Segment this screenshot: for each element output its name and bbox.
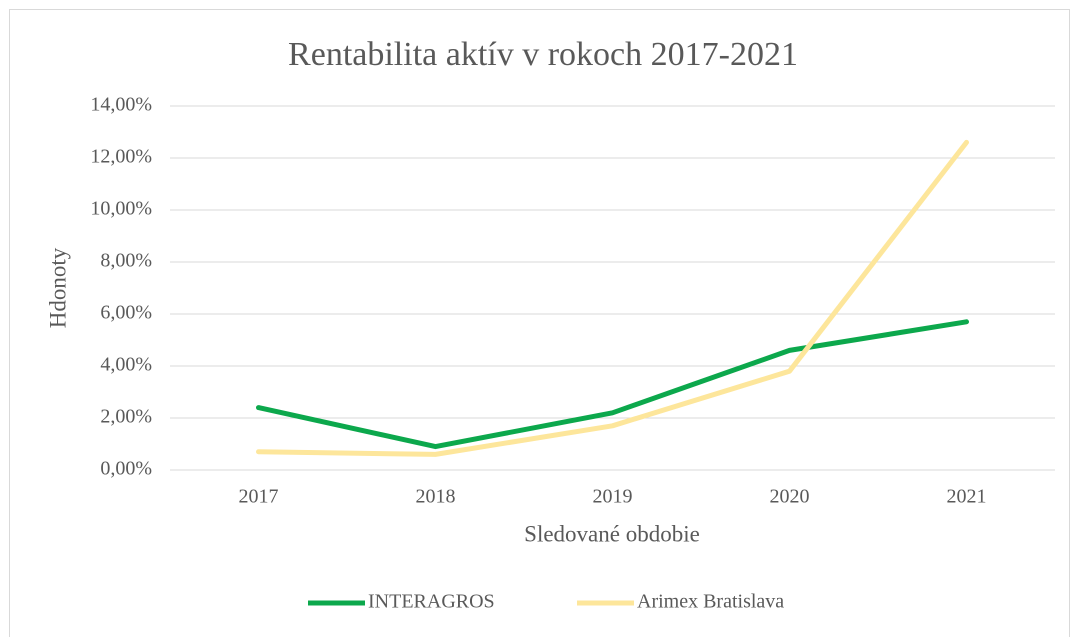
chart-title: Rentabilita aktív v rokoch 2017-2021	[288, 36, 798, 73]
y-tick-label: 6,00%	[100, 302, 152, 324]
y-tick-label: 14,00%	[90, 94, 152, 116]
y-tick-label: 4,00%	[100, 354, 152, 376]
y-tick-label: 10,00%	[90, 198, 152, 220]
x-tick-label: 2021	[947, 486, 987, 508]
x-tick-label: 2018	[416, 486, 456, 508]
legend-label: INTERAGROS	[368, 591, 495, 613]
x-axis-title: Sledované obdobie	[524, 521, 700, 546]
series-line	[256, 319, 969, 450]
x-tick-label: 2020	[770, 486, 810, 508]
y-tick-label: 0,00%	[100, 458, 152, 480]
y-tick-label: 12,00%	[90, 146, 152, 168]
x-tick-label: 2017	[239, 486, 279, 508]
legend-label: Arimex Bratislava	[637, 591, 784, 613]
y-axis-title: Hdonoty	[45, 247, 70, 328]
y-tick-label: 8,00%	[100, 250, 152, 272]
x-tick-label: 2019	[593, 486, 633, 508]
y-tick-label: 2,00%	[100, 406, 152, 428]
series-line	[256, 139, 969, 457]
chart-border	[9, 9, 1070, 637]
